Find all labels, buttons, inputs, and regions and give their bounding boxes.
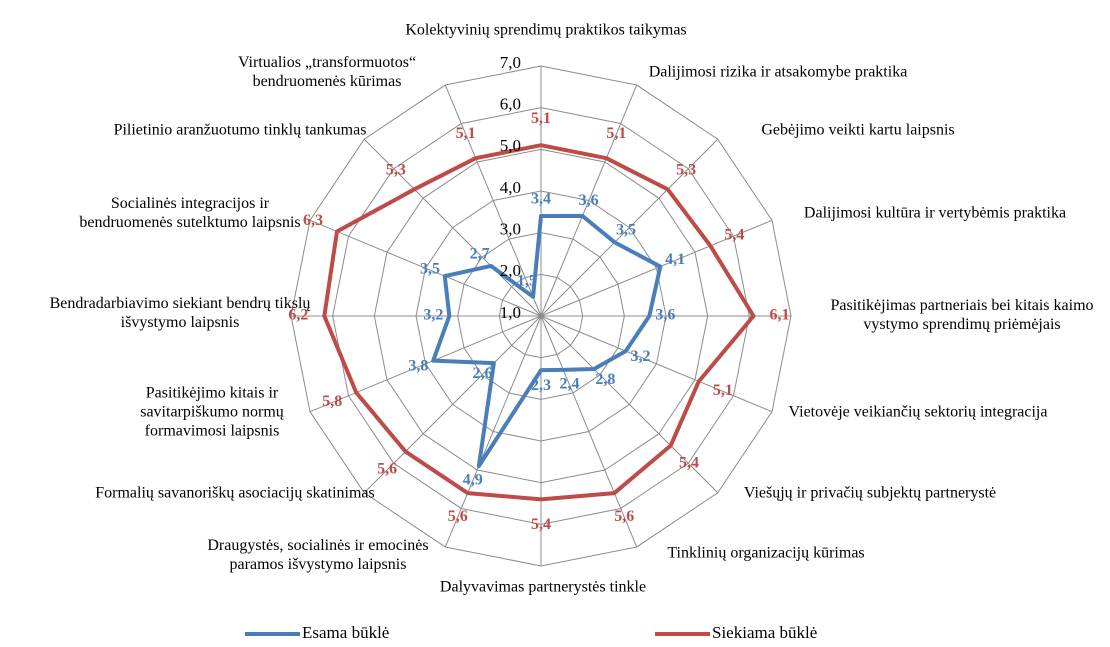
value-label: 2,8 — [595, 371, 615, 388]
category-label: Bendradarbiavimo siekiant bendrų tikslų … — [49, 295, 311, 331]
value-label: 2,7 — [470, 245, 490, 262]
value-label: 5,3 — [676, 162, 696, 179]
value-label: 3,2 — [630, 348, 650, 365]
category-label: Virtualios „transformuotos“ bendruomenės… — [237, 54, 417, 90]
value-label: 2,4 — [559, 375, 579, 392]
spoke — [363, 315, 542, 494]
category-label: Pasitikėjimas partneriais bei kitais kai… — [830, 297, 1094, 333]
value-label: 5,4 — [531, 516, 551, 533]
category-label: Kolektyvinių sprendimų praktikos taikyma… — [405, 21, 687, 39]
value-label: 3,5 — [420, 261, 440, 278]
value-label: 3,6 — [579, 192, 599, 209]
y-tick-label: 3,0 — [500, 220, 521, 239]
value-label: 5,1 — [713, 382, 733, 399]
value-label: 5,6 — [614, 508, 634, 525]
category-label: Pasitikėjimo kitais ir savitarpiškumo no… — [140, 384, 284, 440]
y-tick-label: 1,0 — [500, 303, 521, 322]
value-label: 5,1 — [531, 110, 551, 127]
value-label: 5,1 — [456, 125, 476, 142]
spoke — [540, 315, 638, 548]
value-label: 3,2 — [423, 307, 443, 324]
series-line — [431, 213, 663, 469]
value-label: 3,8 — [408, 357, 428, 374]
category-label: Dalyvavimas partnerystės tinkle — [439, 578, 647, 596]
category-label: Formalių savanoriškų asociacijų skatinim… — [95, 484, 375, 502]
spoke — [309, 315, 542, 413]
value-label: 6,2 — [288, 307, 308, 324]
category-label: Draugystės, socialinės ir emocinės param… — [207, 537, 429, 573]
value-label: 3,6 — [655, 307, 675, 324]
spoke — [540, 84, 638, 317]
legend-label: Siekiama būklė — [712, 623, 817, 642]
y-tick-label: 5,0 — [500, 136, 521, 155]
spoke — [540, 315, 719, 494]
y-tick-label: 4,0 — [500, 178, 521, 197]
category-label: Pilietinio aranžuotumo tinklų tankumas — [113, 121, 367, 139]
category-label: Dalijimosi kultūra ir vertybėmis praktik… — [803, 204, 1067, 222]
category-label: Dalijimosi rizika ir atsakomybe praktika — [648, 63, 908, 81]
value-label: 5,3 — [386, 162, 406, 179]
y-tick-label: 6,0 — [500, 95, 521, 114]
spoke — [444, 84, 542, 317]
spoke — [309, 219, 542, 317]
spoke — [540, 138, 719, 317]
y-tick-label: 2,0 — [500, 261, 521, 280]
spoke — [540, 219, 773, 317]
spoke — [444, 315, 542, 548]
value-label: 5,4 — [679, 455, 699, 472]
value-label: 5,4 — [724, 227, 744, 244]
value-label: 5,6 — [377, 461, 397, 478]
value-label: 6,3 — [303, 212, 323, 229]
category-label: Vietovėje veikiančių sektorių integracij… — [788, 403, 1048, 421]
value-label: 1,5 — [517, 273, 537, 290]
legend-label: Esama būklė — [302, 623, 389, 642]
value-label: 5,6 — [448, 508, 468, 525]
category-label: Tinklinių organizacijų kūrimas — [667, 544, 865, 562]
value-label: 3,5 — [616, 222, 636, 239]
value-label: 4,1 — [665, 251, 685, 268]
value-label: 3,4 — [531, 191, 551, 208]
series-line — [322, 143, 756, 502]
y-tick-label: 7,0 — [500, 53, 521, 72]
value-label: 2,3 — [531, 377, 551, 394]
value-label: 6,1 — [770, 307, 790, 324]
category-label: Socialinės integracijos ir bendruomenės … — [79, 195, 301, 231]
category-label: Gebėjimo veikti kartu laipsnis — [761, 121, 955, 139]
spoke — [540, 315, 773, 413]
value-label: 5,8 — [322, 393, 342, 410]
value-label: 5,1 — [606, 125, 626, 142]
value-label: 4,9 — [463, 472, 483, 489]
spoke — [363, 138, 542, 317]
category-label: Viešųjų ir privačių subjektų partnerystė — [743, 484, 997, 502]
value-label: 2,6 — [473, 365, 493, 382]
